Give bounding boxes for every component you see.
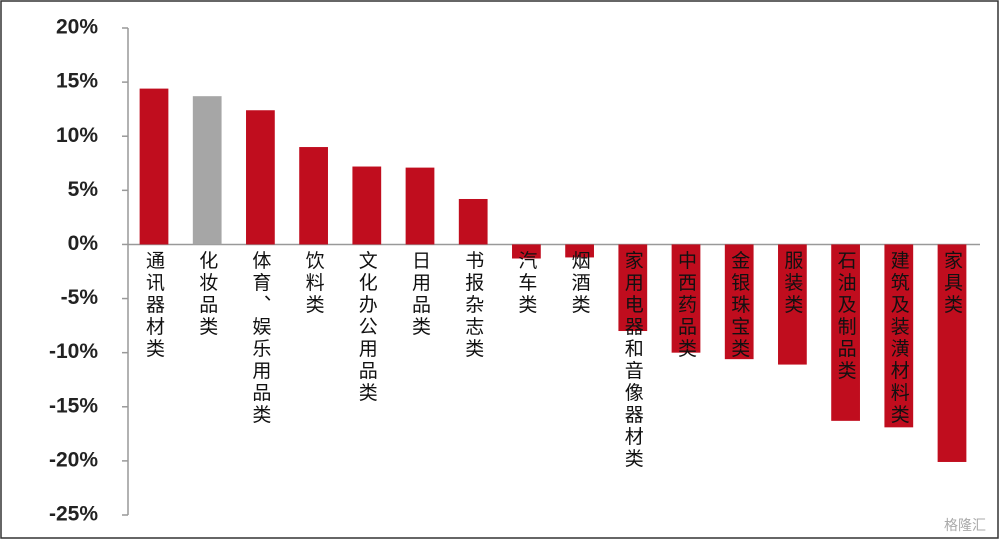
x-tick-label: 日用品类 <box>409 250 431 338</box>
y-tick-label: 10% <box>56 124 98 147</box>
bar <box>352 166 382 245</box>
bar <box>778 244 807 365</box>
bar <box>884 244 914 428</box>
bar <box>831 244 860 421</box>
bar <box>512 244 541 259</box>
x-tick-label: 家用电器和音像器材类 <box>622 250 644 470</box>
x-tick-label: 化妆品类 <box>196 250 218 338</box>
x-tick-label: 文化办公用品类 <box>356 250 378 404</box>
y-tick-label: 15% <box>56 70 98 93</box>
bar <box>246 110 275 245</box>
bar <box>139 88 169 245</box>
y-tick-label: 0% <box>68 232 99 255</box>
y-tick-label: -20% <box>49 448 98 471</box>
x-tick-label: 金银珠宝类 <box>728 250 750 360</box>
y-tick-label: 20% <box>56 16 98 39</box>
bar <box>724 244 754 360</box>
bar <box>405 167 435 245</box>
y-tick-label: -25% <box>49 503 98 526</box>
bar <box>671 244 701 353</box>
x-tick-label: 汽车类 <box>515 250 537 316</box>
bar <box>618 244 648 332</box>
x-tick-label: 书报杂志类 <box>462 250 484 360</box>
x-tick-label: 家具类 <box>941 250 963 316</box>
bar <box>937 244 967 462</box>
y-tick-label: -15% <box>49 394 98 417</box>
bar <box>299 147 328 245</box>
watermark: 格隆汇 <box>944 518 986 534</box>
x-tick-label: 建筑及装潢材料类 <box>888 250 910 426</box>
x-tick-label: 通讯器材类 <box>143 250 165 360</box>
x-tick-label: 烟酒类 <box>569 250 591 316</box>
x-tick-label: 石油及制品类 <box>835 250 857 382</box>
x-tick-label: 服装类 <box>781 250 803 316</box>
y-tick-label: -10% <box>49 340 98 363</box>
x-tick-label: 饮料类 <box>303 250 325 316</box>
bar <box>458 198 488 245</box>
bar <box>565 244 594 258</box>
bar <box>192 96 222 245</box>
x-tick-label: 体育、娱乐用品类 <box>249 250 271 426</box>
x-tick-label: 中西药品类 <box>675 250 697 360</box>
y-tick-label: -5% <box>61 286 99 309</box>
y-tick-label: 5% <box>68 178 99 201</box>
